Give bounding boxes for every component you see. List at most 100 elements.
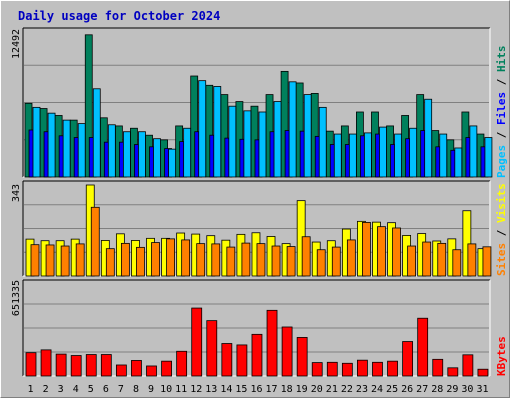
kbytes-bar-day-undefined [266, 309, 278, 377]
day-label-10: 10 [160, 384, 172, 395]
kbytes-bar-day-undefined [85, 354, 97, 377]
kbytes-bar-day-undefined [372, 361, 383, 377]
legend-sites: Sites [495, 243, 508, 276]
pages-bar-day-28 [439, 133, 448, 178]
pages-bar-day-24 [379, 126, 387, 178]
kbytes-bar-day-undefined [100, 354, 112, 377]
hits-bar-day-5 [84, 34, 93, 178]
kbytes-bar-day-undefined [281, 326, 293, 377]
kbytes-bar-day-undefined [40, 349, 52, 377]
day-label-1: 1 [28, 384, 34, 395]
kbytes-bar-day-undefined [462, 354, 474, 377]
day-label-2: 2 [43, 384, 49, 395]
sites-bar-day-undefined [346, 239, 356, 277]
hits-bar-day-12 [190, 75, 199, 178]
pages-bar-day-27 [424, 98, 433, 178]
pages-bar-day-25 [394, 133, 402, 178]
pages-bar-day-1 [32, 106, 41, 178]
sites-bar-day-undefined [45, 244, 55, 277]
day-label-14: 14 [220, 384, 232, 395]
day-label-8: 8 [133, 384, 139, 395]
sites-bar-day-undefined [151, 242, 160, 277]
pages-bar-day-21 [333, 133, 342, 178]
kbytes-bar-day-undefined [221, 343, 233, 377]
day-label-15: 15 [235, 384, 247, 395]
day-label-3: 3 [58, 384, 64, 395]
kbytes-bar-day-undefined [161, 360, 172, 377]
legend-hits: Hits [495, 46, 508, 73]
kbytes-bar-day-undefined [55, 353, 67, 377]
day-label-17: 17 [266, 384, 278, 395]
pages-bar-day-19 [303, 94, 312, 178]
sites-bar-day-undefined [90, 206, 100, 277]
kbytes-bar-day-undefined [417, 317, 429, 377]
kbytes-bar-day-undefined [341, 362, 353, 377]
visits-panel-side-legend: Sites / Visits [495, 183, 508, 276]
svg-text:Sites / Visits: Sites / Visits [495, 183, 508, 276]
sites-bar-day-undefined [286, 246, 296, 277]
hits-panel-bars [24, 34, 493, 178]
day-label-25: 25 [386, 384, 398, 395]
kbytes-panel: 651335 KBytes [11, 279, 508, 377]
legend-sep-2: / [495, 72, 508, 92]
legend-visits: Visits [495, 183, 508, 223]
kbytes-bar-day-undefined [477, 368, 489, 377]
legend-pages: Pages [495, 145, 508, 178]
sites-bar-day-undefined [196, 243, 206, 277]
legend-files: Files [495, 92, 508, 125]
sites-bar-day-undefined [407, 245, 417, 277]
day-label-21: 21 [326, 384, 338, 395]
sites-bar-day-undefined [120, 242, 130, 277]
day-label-12: 12 [190, 384, 202, 395]
kbytes-panel-bars [25, 307, 489, 377]
visits-panel-max-label: 343 [11, 184, 22, 202]
day-label-13: 13 [205, 384, 217, 395]
day-label-28: 28 [431, 384, 443, 395]
kbytes-bar-day-undefined [326, 361, 338, 377]
day-label-22: 22 [341, 384, 353, 395]
sites-bar-day-undefined [136, 246, 145, 277]
pages-bar-day-12 [198, 80, 207, 178]
pages-bar-day-31 [484, 137, 493, 178]
pages-bar-day-13 [213, 86, 222, 178]
kbytes-bar-day-undefined [236, 344, 248, 377]
kbytes-bar-day-undefined [447, 367, 459, 377]
day-label-26: 26 [401, 384, 413, 395]
hits-panel-side-legend: Pages / Files / Hits [495, 46, 508, 179]
day-label-18: 18 [281, 384, 293, 395]
legend-sep-1: / [495, 125, 508, 145]
sites-bar-day-undefined [60, 245, 70, 277]
day-label-4: 4 [73, 384, 79, 395]
sites-bar-day-undefined [437, 242, 447, 277]
kbytes-bar-day-undefined [296, 337, 308, 377]
pages-bar-day-16 [258, 111, 267, 178]
pages-bar-day-3 [62, 119, 71, 178]
day-label-27: 27 [416, 384, 428, 395]
chart-title: Daily usage for October 2024 [18, 9, 220, 23]
pages-bar-day-11 [183, 127, 192, 178]
pages-bar-day-20 [318, 106, 327, 178]
visits-sites-panel: 343 Sites / Visits [11, 180, 508, 277]
pages-bar-day-17 [273, 101, 282, 178]
day-label-9: 9 [148, 384, 154, 395]
sites-bar-day-undefined [256, 243, 266, 277]
day-label-29: 29 [446, 384, 458, 395]
kbytes-bar-day-undefined [176, 350, 188, 377]
pages-bar-day-10 [168, 148, 176, 178]
kbytes-bar-day-undefined [206, 320, 218, 377]
pages-bar-day-26 [409, 127, 418, 178]
day-label-6: 6 [103, 384, 109, 395]
pages-bar-day-9 [153, 138, 161, 178]
pages-bar-day-2 [47, 112, 56, 178]
kbytes-bar-day-undefined [357, 359, 368, 377]
day-label-16: 16 [250, 384, 262, 395]
sites-bar-day-undefined [316, 249, 326, 277]
sites-bar-day-undefined [181, 239, 191, 277]
kbytes-bar-day-undefined [432, 358, 444, 377]
sites-bar-day-undefined [30, 244, 40, 277]
pages-bar-day-23 [364, 132, 372, 178]
kbytes-panel-max-label: 651335 [11, 280, 22, 316]
day-label-11: 11 [175, 384, 187, 395]
day-label-7: 7 [118, 384, 124, 395]
